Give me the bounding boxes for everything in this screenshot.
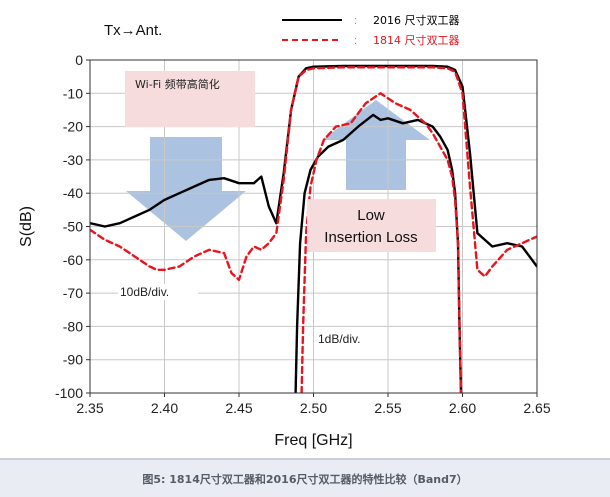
x-tick-label: 2.40 <box>151 400 178 416</box>
x-tick-label: 2.65 <box>523 400 550 416</box>
chart-title: Tx→Ant. <box>104 22 162 39</box>
x-tick-label: 2.35 <box>76 400 103 416</box>
scale-1db-bg <box>315 331 375 347</box>
legend-label-0: 2016 尺寸双工器 <box>373 13 460 27</box>
figure: 0 -10 -20 -30 -40 -50 -60 -70 -80 -90 -100 2.35 2.40… <box>0 13 610 497</box>
y-tick-label: -100 <box>55 385 83 401</box>
scale-1db-text: 1dB/div. <box>318 332 360 346</box>
y-tick-label: -10 <box>63 85 83 101</box>
low-il-text-1: Low <box>357 207 385 224</box>
series-line-1 <box>90 66 537 281</box>
x-tick-label: 2.55 <box>374 400 401 416</box>
y-tick-label: -40 <box>63 185 83 201</box>
x-tick-label: 2.50 <box>300 400 327 416</box>
y-axis-label: S(dB) <box>18 206 35 247</box>
y-tick-label: -70 <box>63 285 83 301</box>
scale-10db-text: 10dB/div. <box>120 285 169 299</box>
low-il-box <box>307 199 436 252</box>
legend-sep: : <box>354 35 357 47</box>
low-il-text-2: Insertion Loss <box>324 229 417 246</box>
y-tick-label: -90 <box>63 352 83 368</box>
legend-sep: : <box>354 15 357 27</box>
caption-divider <box>0 458 610 460</box>
wifi-note-box <box>125 71 255 127</box>
y-tick-label: -20 <box>63 119 83 135</box>
y-tick-label: -50 <box>63 219 83 235</box>
wifi-note-text: Wi-Fi 频带高简化 <box>135 77 220 91</box>
y-tick-label: 0 <box>75 52 83 68</box>
x-tick-label: 2.45 <box>225 400 252 416</box>
legend-label-1: 1814 尺寸双工器 <box>373 33 460 47</box>
y-tick-label: -30 <box>63 152 83 168</box>
y-tick-label: -60 <box>63 252 83 268</box>
x-tick-label: 2.60 <box>449 400 476 416</box>
x-axis-label: Freq [GHz] <box>274 432 352 449</box>
y-tick-label: -80 <box>63 318 83 334</box>
scale-10db-bg <box>118 284 198 300</box>
figure-caption: 图5: 1814尺寸双工器和2016尺寸双工器的特性比较（Band7） <box>0 460 610 497</box>
series-line-3 <box>300 92 463 393</box>
